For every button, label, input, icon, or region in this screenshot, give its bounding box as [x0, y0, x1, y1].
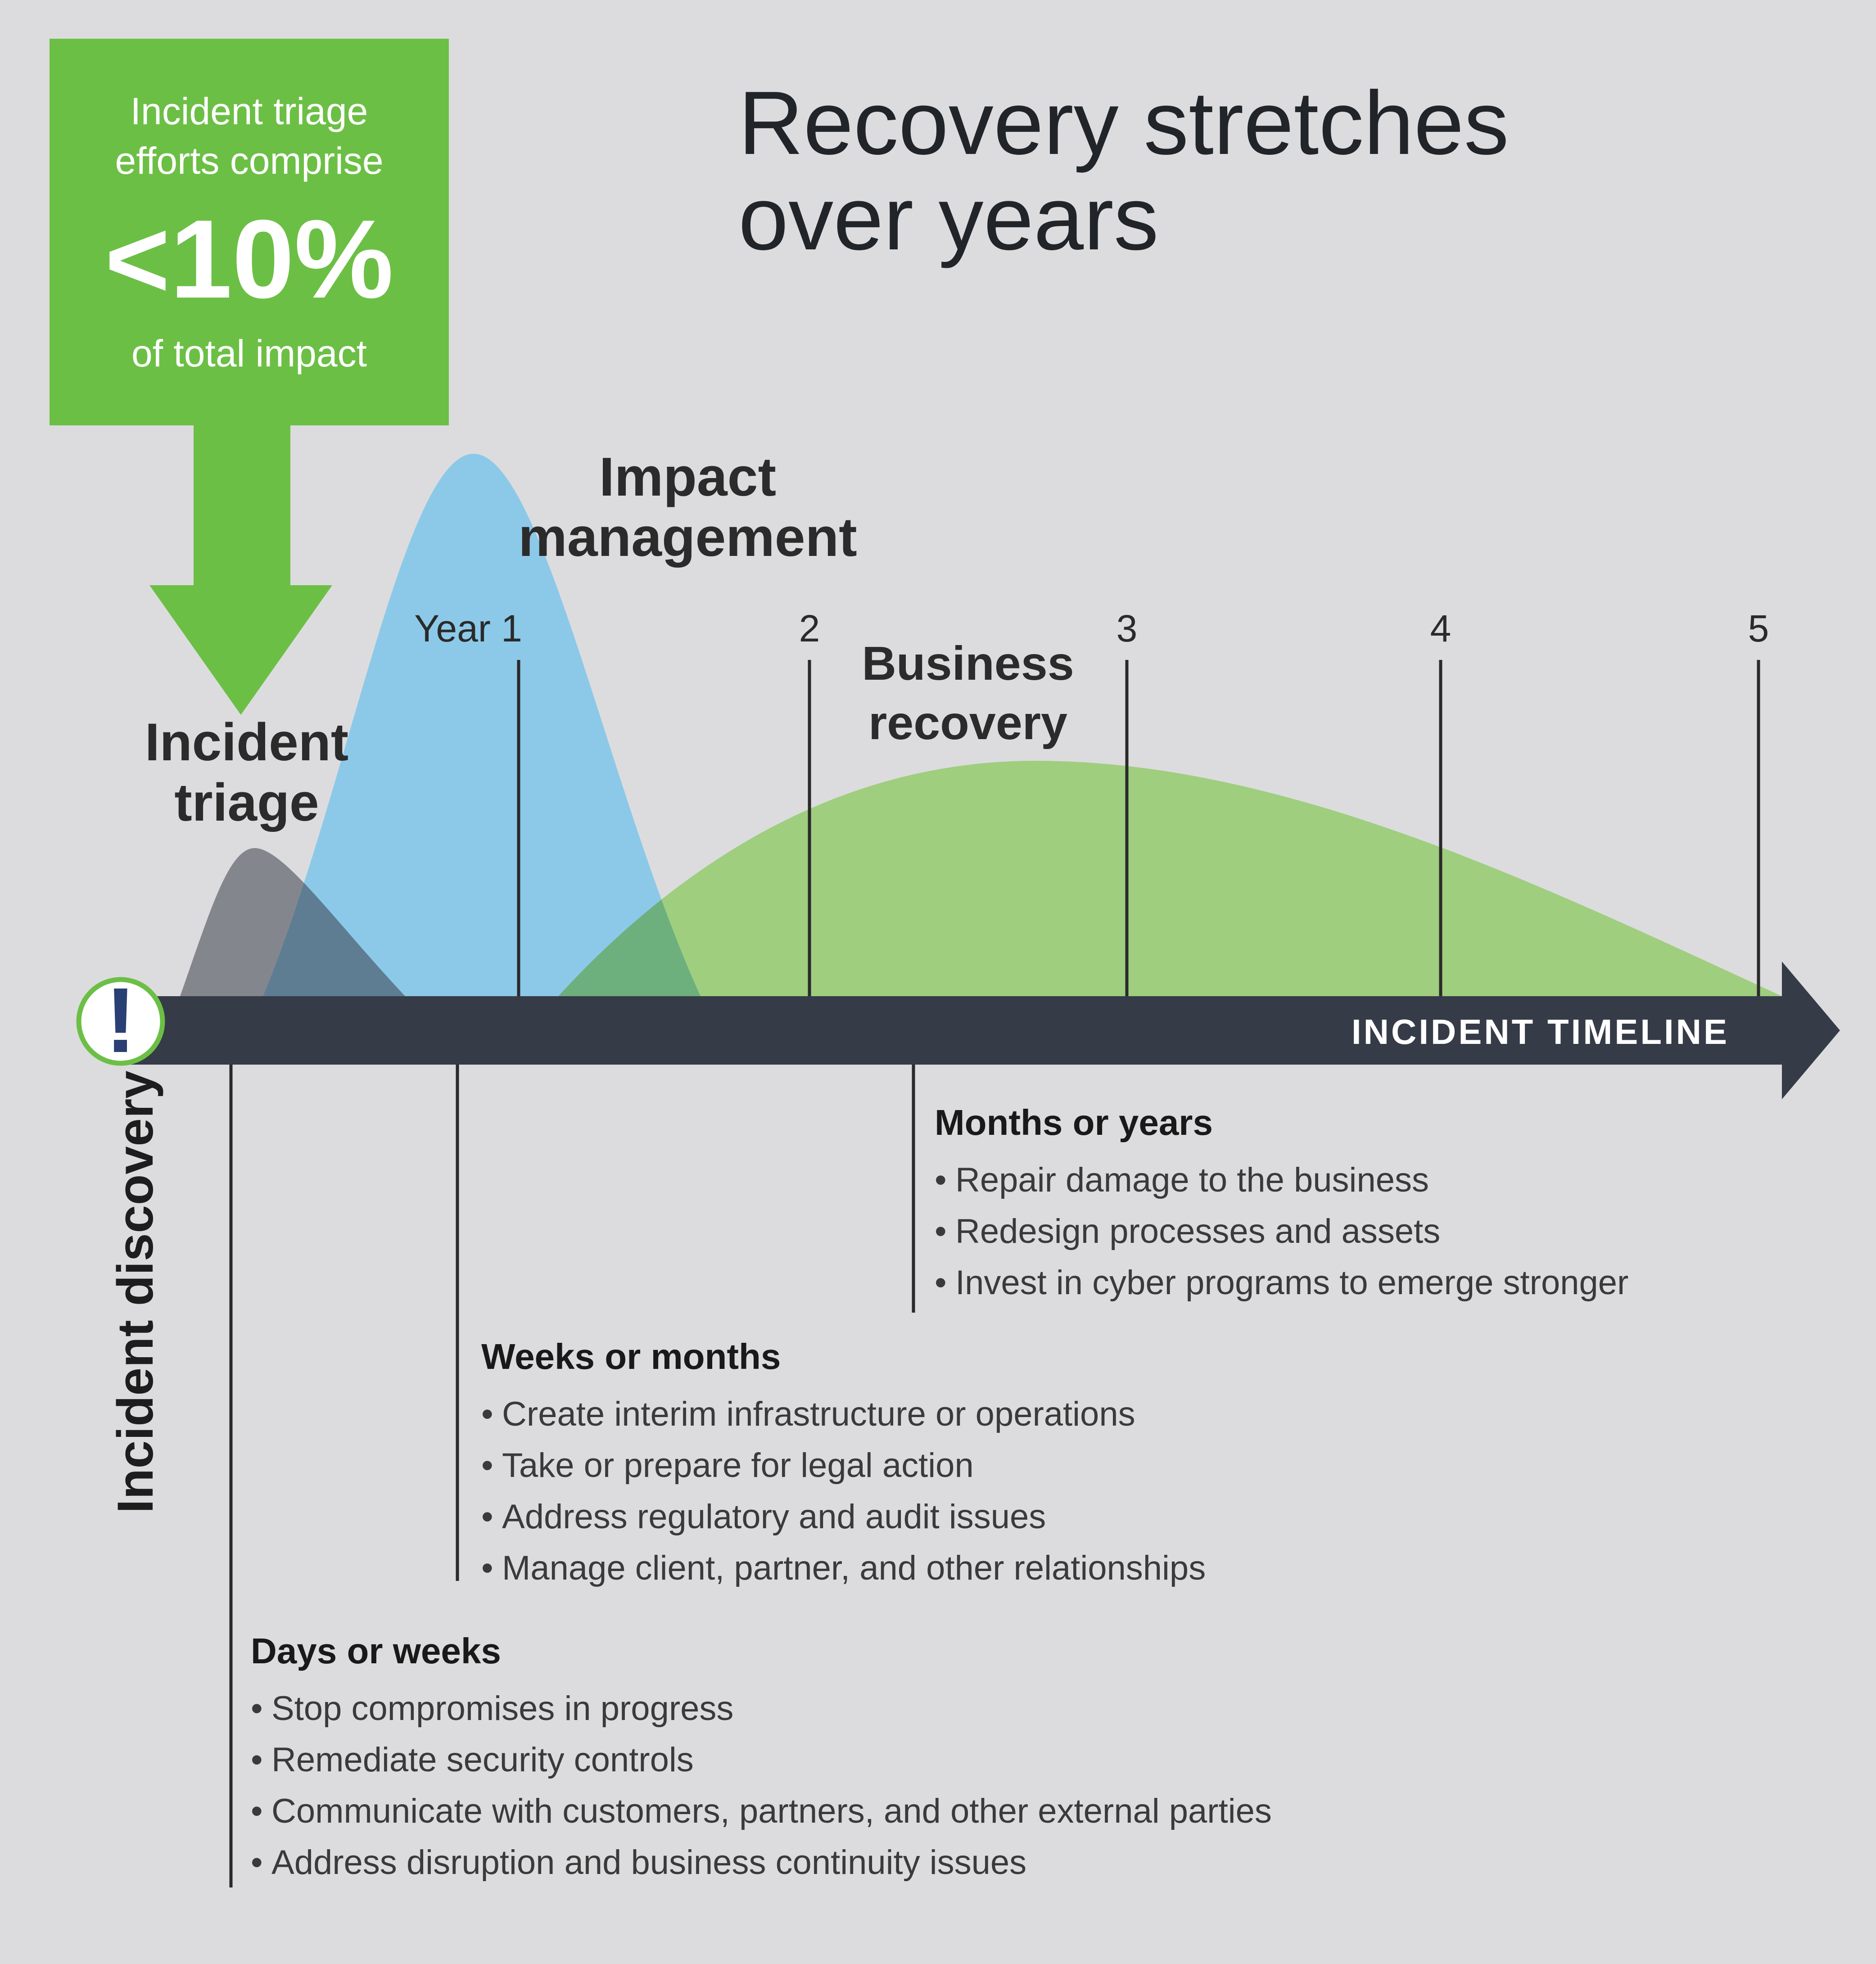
list-item: • Communicate with customers, partners, … [251, 1792, 1272, 1830]
list-item: • Stop compromises in progress [251, 1690, 1272, 1728]
list-item: • Address disruption and business contin… [251, 1844, 1272, 1882]
callout-line-3: of total impact [131, 332, 367, 375]
callout-stat: <10% [104, 196, 394, 321]
bullet-dot-icon: • [935, 1212, 947, 1251]
bullet-text: Create interim infrastructure or operati… [502, 1395, 1135, 1433]
callout-line-2: efforts comprise [115, 139, 384, 182]
exclamation-icon: ! [105, 969, 136, 1072]
bullet-text: Remediate security controls [271, 1741, 694, 1779]
bullet-text: Invest in cyber programs to emerge stron… [955, 1264, 1629, 1302]
section-months-or-years: Months or years • Repair damage to the b… [935, 1102, 1628, 1315]
callout-arrow-head [149, 585, 332, 715]
page-title: Recovery stretches over years [738, 73, 1509, 269]
bullet-text: Address disruption and business continui… [271, 1843, 1027, 1882]
section-heading: Weeks or months [481, 1336, 781, 1377]
bullet-dot-icon: • [251, 1689, 263, 1728]
incident-timeline-axis-label: INCIDENT TIMELINE [1352, 1012, 1729, 1052]
year-label-3: 3 [1116, 607, 1138, 650]
callout-line-1: Incident triage [130, 90, 368, 132]
bullet-text: Manage client, partner, and other relati… [502, 1549, 1206, 1587]
list-item: • Address regulatory and audit issues [481, 1498, 1206, 1536]
impact-management-curve [263, 454, 701, 996]
section-heading: Days or weeks [251, 1631, 501, 1671]
bullet-dot-icon: • [251, 1792, 263, 1830]
incident-triage-label: Incident triage [145, 713, 349, 832]
timeline-bar [122, 996, 1782, 1065]
list-item: • Invest in cyber programs to emerge str… [935, 1264, 1628, 1302]
bullet-text: Stop compromises in progress [271, 1689, 734, 1728]
bullet-dot-icon: • [935, 1264, 947, 1302]
bullet-dot-icon: • [481, 1549, 493, 1587]
list-item: • Create interim infrastructure or opera… [481, 1395, 1206, 1433]
triage-callout-box: Incident triage efforts comprise <10% of… [50, 39, 449, 425]
incident-marker-circle [76, 977, 165, 1066]
bullet-dot-icon: • [481, 1395, 493, 1433]
business-recovery-label: Business recovery [862, 637, 1074, 749]
timeline-arrowhead-icon [1782, 962, 1840, 1099]
section-days-or-weeks: Days or weeks • Stop compromises in prog… [251, 1630, 1272, 1895]
impact-management-label: Impact management [518, 446, 857, 568]
list-item: • Take or prepare for legal action [481, 1447, 1206, 1485]
section-weeks-or-months: Weeks or months • Create interim infrast… [481, 1336, 1206, 1601]
list-item: • Repair damage to the business [935, 1161, 1628, 1199]
bullet-dot-icon: • [935, 1161, 947, 1199]
bullet-text: Repair damage to the business [955, 1161, 1429, 1199]
bullet-dot-icon: • [481, 1446, 493, 1485]
bullet-text: Communicate with customers, partners, an… [271, 1792, 1272, 1830]
list-item: • Remediate security controls [251, 1741, 1272, 1779]
bullet-text: Address regulatory and audit issues [502, 1498, 1046, 1536]
year-label-5: 5 [1748, 607, 1769, 650]
bullet-dot-icon: • [251, 1741, 263, 1779]
year-label-2: 2 [799, 607, 820, 650]
incident-discovery-label: Incident discovery [107, 1070, 163, 1513]
bullet-dot-icon: • [251, 1843, 263, 1882]
section-heading: Months or years [935, 1102, 1213, 1142]
callout-arrow-stem [194, 423, 290, 586]
bullet-text: Redesign processes and assets [955, 1212, 1441, 1251]
list-item: • Manage client, partner, and other rela… [481, 1549, 1206, 1587]
list-item: • Redesign processes and assets [935, 1213, 1628, 1251]
year-label-4: 4 [1430, 607, 1451, 650]
bullet-text: Take or prepare for legal action [502, 1446, 974, 1485]
year-label-1: Year 1 [414, 607, 522, 650]
business-recovery-curve [558, 761, 1782, 996]
bullet-dot-icon: • [481, 1498, 493, 1536]
